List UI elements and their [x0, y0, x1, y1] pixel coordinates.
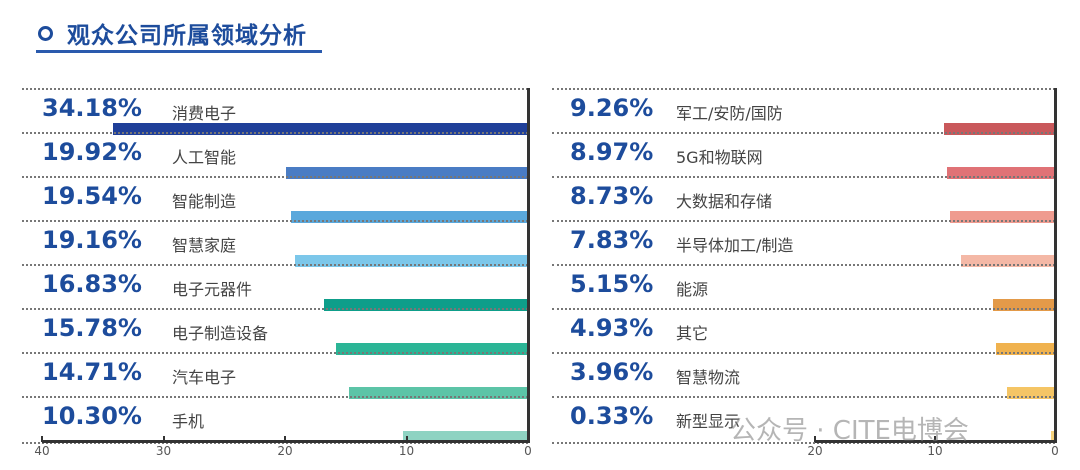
x-tick-label: 20: [277, 444, 293, 458]
x-tick-mark: [162, 436, 165, 442]
category-label: 其它: [676, 324, 709, 343]
x-axis-line: [42, 440, 530, 443]
bar-row: 7.83% 半导体加工/制造: [552, 220, 1055, 267]
left-chart: 34.18% 消费电子 19.92% 人工智能 19.54% 智能制造 19.16% 智慧家庭…: [22, 88, 528, 444]
bar-row: 15.78% 电子制造设备: [22, 308, 528, 355]
bar-row: 16.83% 电子元器件: [22, 264, 528, 311]
data-label: 5.15%: [570, 270, 654, 298]
data-label: 4.93%: [570, 314, 654, 342]
page-title: 观众公司所属领域分析: [38, 16, 307, 50]
x-tick-label: 10: [398, 444, 415, 458]
bar-row: 5.15% 能源: [552, 264, 1055, 311]
data-label: 14.71%: [42, 358, 142, 386]
bar: [1051, 431, 1055, 443]
bar-row: 19.92% 人工智能: [22, 132, 528, 179]
category-label: 能源: [676, 280, 709, 299]
category-label: 智慧物流: [676, 368, 741, 387]
x-tick-mark: [527, 436, 529, 442]
data-label: 3.96%: [570, 358, 654, 386]
data-label: 10.30%: [42, 402, 142, 430]
category-label: 手机: [172, 412, 205, 431]
bar-row: 34.18% 消费电子: [22, 88, 528, 135]
data-label: 19.92%: [42, 138, 142, 166]
category-label: 智能制造: [172, 192, 237, 211]
data-label: 34.18%: [42, 94, 142, 122]
x-tick-mark: [284, 436, 286, 442]
x-axis-line: [815, 440, 1057, 443]
category-label: 消费电子: [172, 104, 237, 123]
x-tick-label: 40: [34, 444, 50, 458]
bar-row: 9.26% 军工/安防/国防: [552, 88, 1055, 135]
x-tick-label: 20: [807, 444, 823, 458]
right-chart: 9.26% 军工/安防/国防 8.97% 5G和物联网 8.73% 大数据和存储 7.83%…: [552, 88, 1055, 444]
data-label: 0.33%: [570, 402, 654, 430]
data-label: 19.16%: [42, 226, 142, 254]
category-label: 半导体加工/制造: [676, 236, 794, 255]
data-label: 9.26%: [570, 94, 654, 122]
x-tick-mark: [41, 436, 43, 442]
category-label: 人工智能: [172, 148, 237, 167]
data-label: 7.83%: [570, 226, 654, 254]
bar-row: 19.16% 智慧家庭: [22, 220, 528, 267]
category-label: 新型显示: [676, 412, 741, 431]
bar-row: 8.73% 大数据和存储: [552, 176, 1055, 223]
bar-row: 0.33% 新型显示: [552, 396, 1055, 444]
x-tick-label: 10: [927, 444, 943, 458]
data-label: 19.54%: [42, 182, 142, 210]
circle-bullet-icon: [38, 25, 53, 41]
x-tick-mark: [934, 436, 936, 442]
watermark: 公众号 · CITE电博会: [730, 416, 969, 446]
data-label: 8.97%: [570, 138, 654, 166]
x-tick-label: 0: [524, 444, 532, 458]
x-tick-label: 0: [1051, 444, 1059, 458]
category-label: 大数据和存储: [676, 192, 773, 211]
data-label: 8.73%: [570, 182, 654, 210]
x-tick-mark: [814, 436, 816, 442]
bar-row: 14.71% 汽车电子: [22, 352, 528, 399]
x-tick-label: 30: [155, 444, 172, 458]
category-label: 电子制造设备: [172, 324, 269, 343]
category-label: 电子元器件: [172, 280, 253, 299]
title-text: 观众公司所属领域分析: [67, 23, 307, 49]
bar-row: 8.97% 5G和物联网: [552, 132, 1055, 179]
bar-row: 3.96% 智慧物流: [552, 352, 1055, 399]
bar-row: 4.93% 其它: [552, 308, 1055, 355]
y-axis-line: [527, 88, 530, 442]
category-label: 5G和物联网: [676, 148, 763, 167]
data-label: 15.78%: [42, 314, 142, 342]
x-tick-mark: [405, 436, 408, 442]
bar-row: 19.54% 智能制造: [22, 176, 528, 223]
bar-row: 10.30% 手机: [22, 396, 528, 444]
x-tick-mark: [1054, 436, 1056, 442]
category-label: 智慧家庭: [172, 236, 237, 255]
data-label: 16.83%: [42, 270, 142, 298]
category-label: 汽车电子: [172, 368, 237, 387]
y-axis-line: [1054, 88, 1057, 442]
category-label: 军工/安防/国防: [676, 104, 783, 123]
title-underline: [36, 50, 322, 53]
